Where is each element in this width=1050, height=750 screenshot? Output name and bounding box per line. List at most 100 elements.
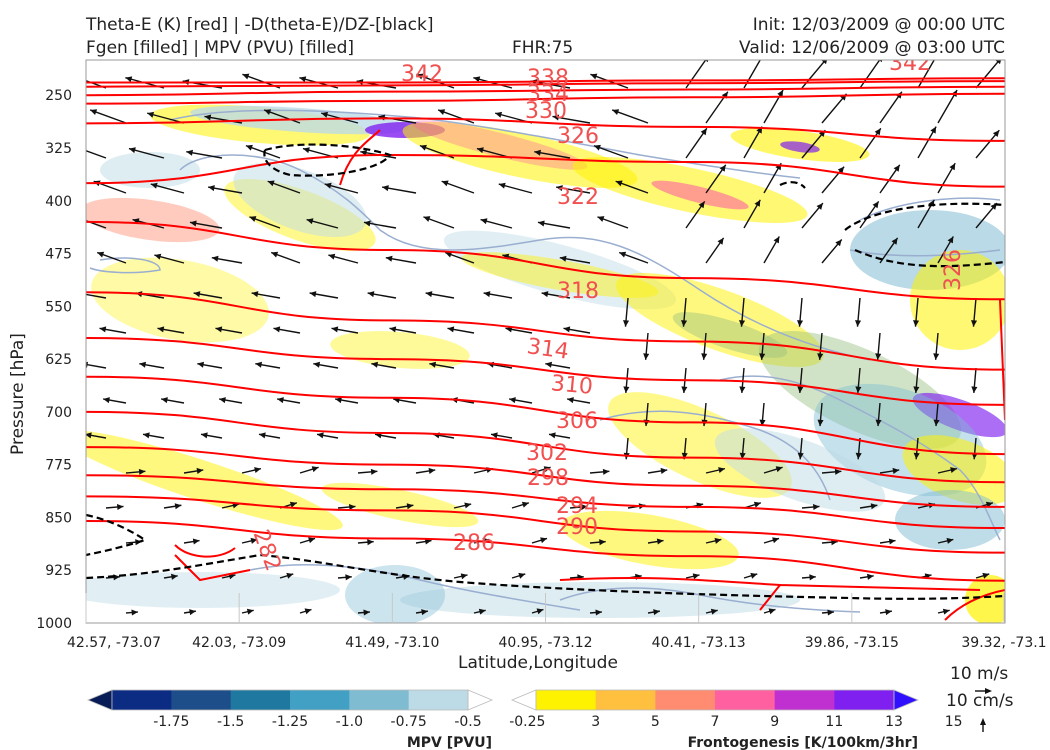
wind-vector-head [363,609,370,616]
wind-vector-head [698,201,705,209]
wind-vector [879,91,903,124]
wind-vector-head [812,503,820,511]
wind-vector-head [893,164,900,172]
theta-e-label: 310 [550,371,594,400]
wind-vector-head [753,501,761,508]
wind-vector-head [242,73,250,80]
wind-vector-head [739,452,746,460]
wind-vector-head [692,573,700,580]
wind-vector-head [874,128,881,136]
y-tick-label: 925 [45,563,72,579]
wind-vector-head [797,452,804,460]
theta-e-label: 298 [527,466,569,491]
wind-vector [86,293,107,299]
wind-vector-head [258,432,266,439]
wind-vector-head [271,251,279,258]
wind-vector-head [204,114,212,121]
wind-vector [263,109,301,124]
theta-e-contour [944,589,1005,621]
theta-e-contour [86,495,1005,554]
wind-vector-head [313,361,321,368]
wind-vector-head [888,538,896,545]
colorbar-segment [715,690,776,710]
wind-vector-head [370,468,378,475]
wind-vector-head [772,537,780,544]
wind-vector-head [68,74,75,80]
y-tick-label: 700 [45,405,72,421]
wind-vector-head [302,147,310,154]
theta-e-contour [86,85,1005,97]
colorbar-segment [408,690,469,710]
theta-e-contour [86,336,1005,406]
wind-vector-head [593,144,601,151]
wind-vector-head [72,145,79,151]
wind-vector-head [599,539,606,546]
theta-e-contour [559,576,981,611]
wind-vector-head [99,326,107,333]
theta-e-contour [86,154,1005,188]
x-tick-label: 41.49, -73.10 [345,635,439,651]
wind-vector-head [762,60,764,61]
theta-e-contour [86,410,1005,484]
wind-vector-head [717,237,724,245]
wind-vector-head [615,180,623,187]
wind-vector-head [556,185,563,192]
wind-vector-head [992,130,1000,138]
theta-e-label: 286 [453,531,495,556]
wind-vector-head [754,199,761,207]
wind-vector-head [90,109,98,115]
init-time: Init: 12/03/2009 @ 00:00 UTC [752,15,1005,35]
wind-vector [86,363,107,369]
wind-vector-head [174,503,182,510]
wind-vector-head [681,386,688,393]
y-tick-label: 850 [45,510,72,526]
wind-vector-head [930,126,937,134]
wind-vector-head [619,251,627,258]
wind-vector-head [425,291,433,298]
wind-vector-head [150,182,158,189]
wind-vector-head [612,109,620,115]
wind-vector-head [597,216,605,222]
wind-vector-head [306,218,314,225]
vector-ref-vertical-label: 10 cm/s [946,691,1014,711]
wind-vector-head [498,182,506,189]
wind-vector-head [464,502,472,509]
wind-vector-head [441,180,449,187]
mpv-outline-contour [599,410,831,501]
wind-vector-head [428,467,436,474]
wind-vector-head [382,185,389,192]
x-axis-label: Latitude,Longitude [458,653,618,673]
wind-vector-head [125,76,133,83]
wind-vector [437,109,475,124]
wind-vector-head [718,467,725,474]
colorbar-segment [112,690,172,710]
wind-vector-head [913,320,920,327]
wind-vector-head [193,291,201,298]
valid-time: Valid: 12/06/2009 @ 03:00 UTC [739,38,1005,58]
theta-e-contour [174,544,251,582]
wind-vector-head [385,255,393,262]
wind-vector-head [536,608,544,615]
wind-vector-head [775,466,783,473]
wind-vector-head [147,111,155,118]
wind-vector-head [875,419,882,427]
wind-vector-head [773,236,780,244]
frontogenesis-fill [965,575,1005,623]
colorbar-tick-label: 15 [945,714,963,730]
wind-vector-head [277,397,284,404]
wind-vector-head [623,386,630,393]
colorbar-arrow [86,689,113,711]
theta-e-label: 326 [557,124,599,149]
colorbar-segment [655,690,716,710]
wind-vector-head [311,466,319,473]
wind-vector-head [316,432,324,439]
wind-vector-head [103,397,110,404]
frontogenesis-fill [651,180,749,210]
wind-vector [146,112,185,124]
wind-vector-head [866,573,874,580]
mpv-outline-contour [169,109,801,179]
frontogenesis-fill [461,252,659,298]
x-tick-label: 42.57, -73.07 [67,635,161,651]
theta-e-label: 306 [556,409,598,434]
wind-vector-head [643,353,650,360]
